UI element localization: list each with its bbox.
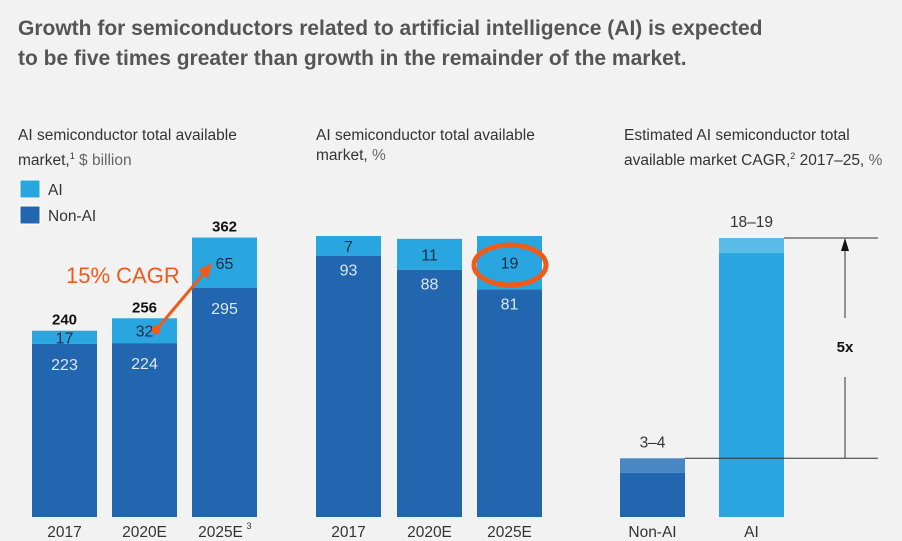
bar-non-ai-2020E [112, 343, 177, 517]
figure-title: Growth for semiconductors related to art… [18, 14, 898, 74]
cagr-arrow-dot [151, 325, 161, 335]
total-label-2025E: 362 [212, 219, 237, 236]
title-line-1: Growth for semiconductors related to art… [18, 17, 763, 40]
chart3-title: Estimated AI semiconductor total availab… [624, 126, 894, 171]
label-share-ai-2020E: 11 [421, 247, 438, 264]
x-tick-share-2025E: 2025E [487, 524, 532, 541]
bar-ai-2020E [112, 318, 177, 344]
x-tick-2025E: 2025E [198, 524, 243, 541]
cagr-arrow-line [154, 271, 207, 331]
chart1-title-text: AI semiconductor total available market, [18, 127, 237, 170]
chart1-title: AI semiconductor total available market,… [18, 126, 288, 171]
bar-share-ai-2017 [316, 236, 381, 256]
multiplier-arrow-head [841, 238, 849, 251]
bar-share-ai-2020E [397, 238, 462, 270]
chart1-unit: $ billion [79, 152, 132, 170]
value-label-AI: 18–19 [730, 214, 773, 231]
label-non-ai-2025E: 295 [211, 301, 238, 318]
legend-swatch-ai [19, 179, 41, 199]
value-label-Non-AI: 3–4 [640, 434, 666, 451]
label-share-non-ai-2025E: 81 [501, 296, 519, 313]
x-tick-share-2017: 2017 [331, 524, 365, 541]
x-tick-2020E: 2020E [122, 524, 167, 541]
label-share-non-ai-2017: 93 [340, 263, 358, 280]
total-label-2020E: 256 [132, 299, 157, 316]
multiplier-label: 5x [837, 339, 854, 356]
label-share-ai-2017: 7 [344, 239, 353, 256]
cagr-annotation: 15% CAGR [66, 263, 180, 288]
chart2-title: AI semiconductor total available market,… [316, 126, 576, 166]
chart3-footnote: 2 [790, 151, 796, 161]
bar-cagr-AI [719, 252, 784, 517]
label-share-ai-2025E: 19 [501, 256, 519, 273]
bar-share-non-ai-2017 [316, 255, 381, 518]
legend-swatch-non-ai [19, 205, 41, 225]
bar-non-ai-2017 [32, 343, 97, 517]
bar-ai-2017 [32, 330, 97, 344]
label-ai-2020E: 32 [136, 324, 154, 341]
bar-cagr-range-Non-AI [620, 458, 685, 473]
bar-ai-2025E [192, 237, 257, 289]
title-line-2: to be five times greater than growth in … [18, 47, 687, 70]
legend-label-ai: AI [48, 182, 63, 199]
x-tick-cagr-Non-AI: Non-AI [628, 524, 676, 541]
cagr-arrow-head [198, 263, 212, 279]
label-ai-2017: 17 [56, 330, 74, 347]
legend-label-non-ai: Non-AI [48, 208, 96, 225]
chart3-unit: % [868, 152, 883, 170]
chart1-footnote: 1 [69, 151, 75, 161]
highlight-circle [471, 242, 549, 288]
x-tick-footnote: 3 [247, 521, 252, 531]
total-label-2017: 240 [52, 312, 77, 329]
chart2-title-text: AI semiconductor total available market, [316, 127, 535, 164]
bar-share-non-ai-2020E [397, 269, 462, 517]
chart2-unit: % [372, 147, 386, 164]
x-tick-cagr-AI: AI [744, 524, 759, 541]
label-non-ai-2020E: 224 [131, 356, 158, 373]
chart3-title-text: Estimated AI semiconductor total availab… [624, 127, 850, 170]
x-tick-share-2020E: 2020E [407, 524, 452, 541]
bar-cagr-range-AI [719, 238, 784, 253]
bar-share-non-ai-2025E [477, 289, 542, 517]
x-tick-2017: 2017 [47, 524, 81, 541]
chart3-period: 2017–25, [799, 152, 865, 170]
bar-cagr-Non-AI [620, 472, 685, 517]
label-ai-2025E: 65 [216, 256, 234, 273]
label-non-ai-2017: 223 [51, 357, 78, 374]
bar-non-ai-2025E [192, 288, 257, 517]
label-share-non-ai-2020E: 88 [421, 277, 439, 294]
